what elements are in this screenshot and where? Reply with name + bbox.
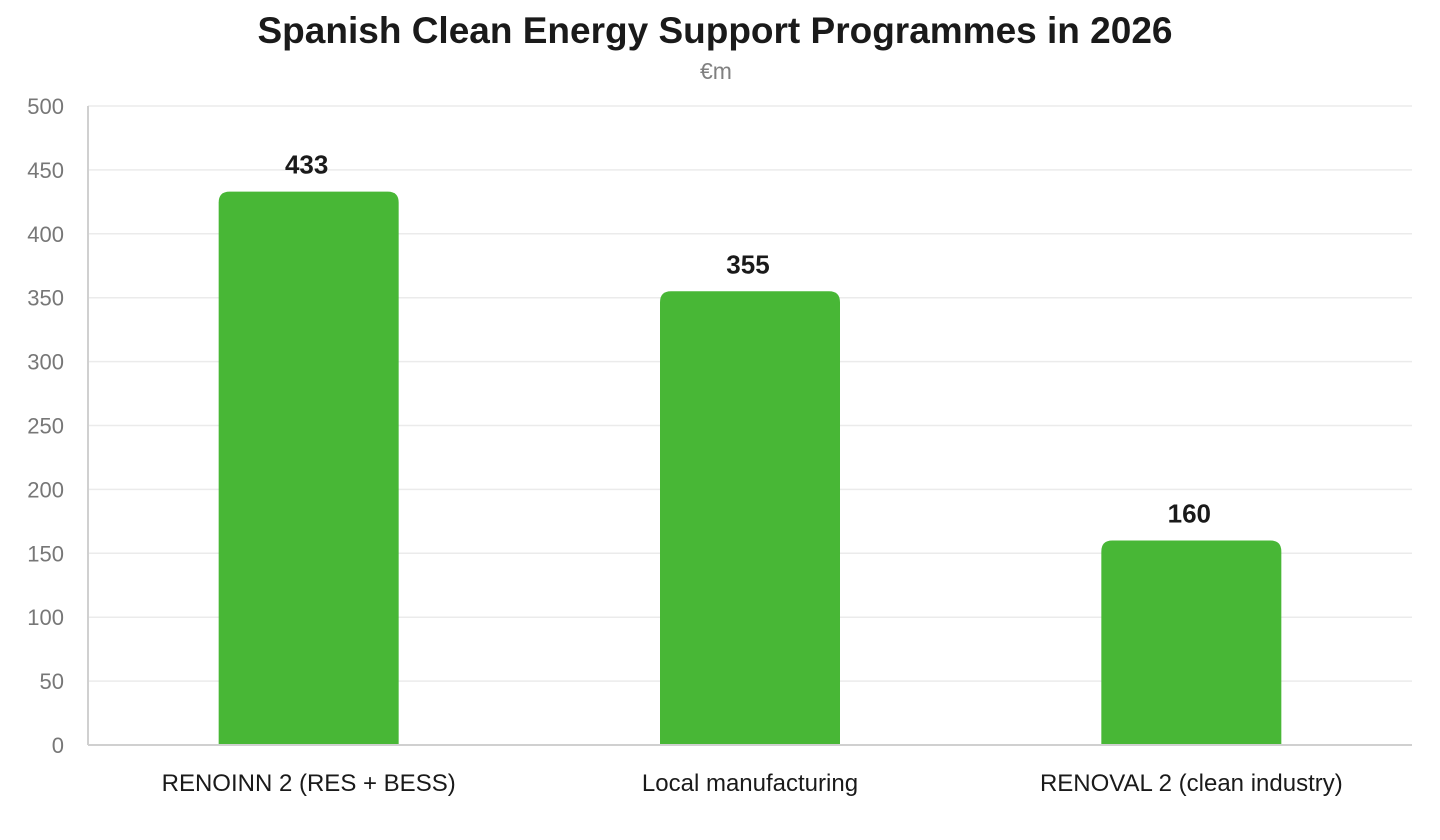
y-tick-label: 350	[27, 286, 64, 311]
data-label: 355	[726, 249, 769, 279]
y-tick-label: 400	[27, 222, 64, 247]
y-tick-label: 50	[40, 669, 64, 694]
chart-subtitle: €m	[700, 58, 732, 84]
y-tick-label: 100	[27, 605, 64, 630]
bar	[218, 191, 399, 746]
y-tick-label: 150	[27, 541, 64, 566]
y-tick-label: 300	[27, 350, 64, 375]
y-tick-label: 500	[27, 94, 64, 119]
x-tick-label: RENOVAL 2 (clean industry)	[1040, 770, 1343, 797]
chart-title: Spanish Clean Energy Support Programmes …	[258, 10, 1173, 51]
y-tick-label: 200	[27, 477, 64, 502]
data-label: 160	[1168, 499, 1211, 529]
x-tick-label: Local manufacturing	[642, 770, 858, 797]
y-tick-label: 250	[27, 414, 64, 439]
bar	[1101, 540, 1282, 745]
bars	[218, 191, 1282, 746]
data-label: 433	[285, 150, 328, 180]
x-tick-label: RENOINN 2 (RES + BESS)	[162, 770, 456, 797]
y-tick-label: 450	[27, 158, 64, 183]
axes	[87, 106, 1412, 746]
y-tick-label: 0	[52, 733, 64, 758]
x-axis-ticks: RENOINN 2 (RES + BESS) Local manufacturin…	[162, 770, 1343, 797]
data-labels: 433 355 160	[285, 150, 1211, 529]
y-axis-ticks: 0 50 100 150 200 250 300 350 400 450 500	[27, 94, 64, 758]
bar	[660, 291, 840, 745]
